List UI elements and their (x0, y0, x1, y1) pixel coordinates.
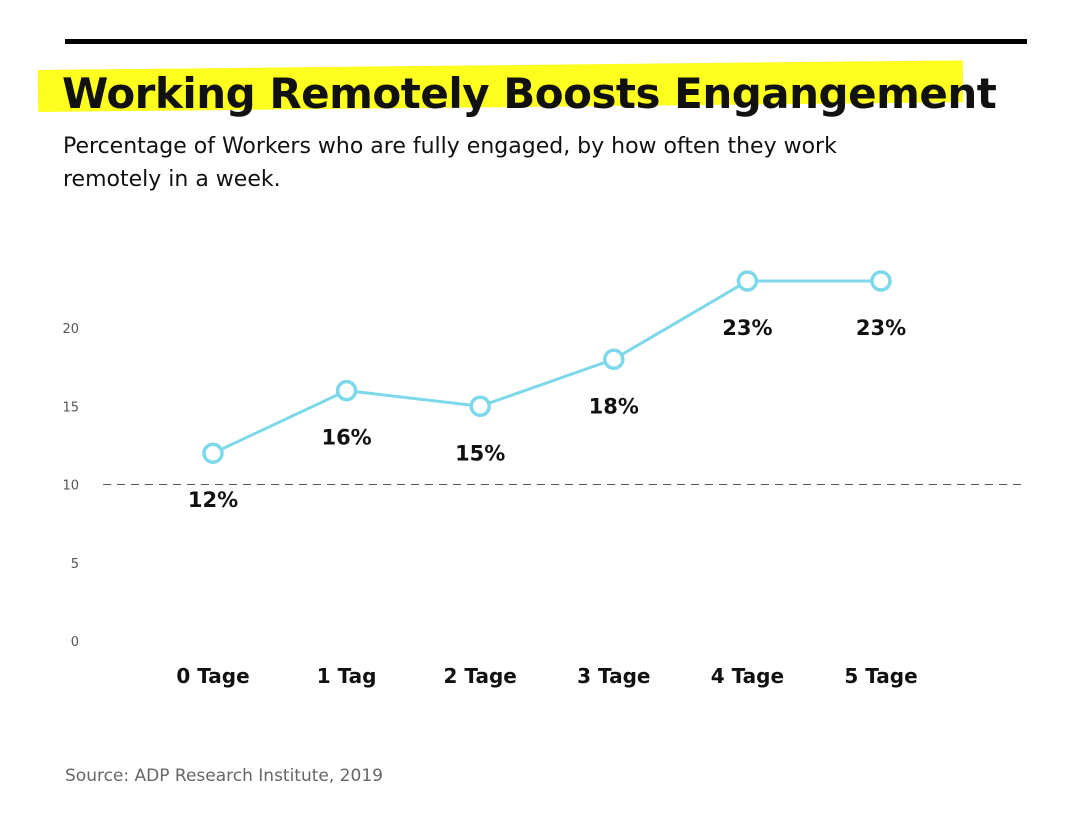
y-tick-label: 10 (62, 479, 79, 494)
chart-title: Working Remotely Boosts Engangement (62, 69, 997, 118)
data-label: 23% (856, 316, 906, 340)
data-point (603, 348, 625, 371)
data-label: 18% (589, 394, 639, 418)
y-tick-label: 0 (71, 635, 79, 650)
data-label: 23% (722, 316, 772, 340)
chart-subtitle: Percentage of Workers who are fully enga… (63, 134, 837, 192)
x-tick-label: 4 Tage (711, 664, 784, 688)
x-tick-label: 3 Tage (577, 664, 650, 688)
data-point (469, 395, 491, 417)
y-tick-label: 15 (62, 400, 79, 415)
x-tick-label: 5 Tage (844, 664, 917, 688)
data-label: 12% (188, 488, 238, 512)
x-tick-label: 0 Tage (176, 664, 249, 688)
source-note: Source: ADP Research Institute, 2019 (65, 766, 383, 786)
data-point (335, 379, 358, 402)
x-tick-label: 1 Tag (317, 664, 377, 688)
y-tick-label: 20 (62, 322, 79, 337)
data-point (870, 270, 892, 292)
y-tick-label: 5 (71, 557, 79, 572)
data-point (736, 270, 759, 292)
top-rule (65, 39, 1027, 44)
x-tick-label: 2 Tage (444, 664, 517, 688)
series-line (212, 279, 881, 455)
data-point (202, 442, 224, 464)
data-label: 15% (455, 441, 505, 465)
data-label: 16% (321, 426, 371, 450)
